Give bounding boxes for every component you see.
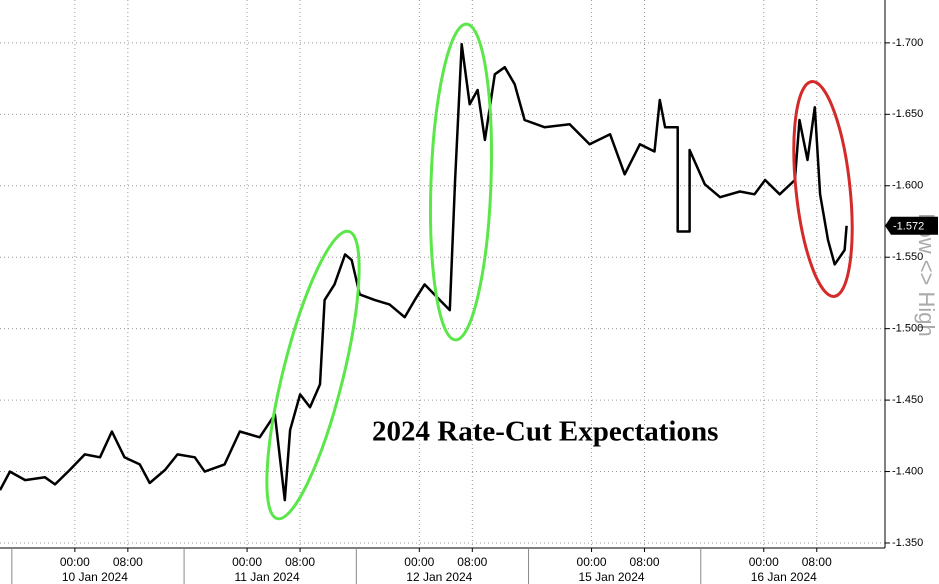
highlight-ellipse [429,22,493,342]
y-tick-label: -1.550 [892,251,923,263]
x-tick-label: 00:00 [749,555,779,569]
x-tick-label: 08:00 [802,555,832,569]
x-tick-label: 08:00 [457,555,487,569]
date-label: 12 Jan 2024 [406,570,472,584]
y-tick-label: -1.650 [892,108,923,120]
x-tick-label: 00:00 [60,555,90,569]
y-tick-label: -1.450 [892,394,923,406]
x-tick-label: 08:00 [630,555,660,569]
date-label: 15 Jan 2024 [579,570,645,584]
annotation: 2024 Rate-Cut Expectations [372,416,718,448]
highlight-ellipse [265,229,361,521]
date-label: 16 Jan 2024 [751,570,817,584]
y-tick-label: -1.400 [892,465,923,477]
y-tick-label: -1.350 [892,537,923,549]
data-line [0,43,848,502]
last-value-box [885,216,938,235]
last-value-label: -1.572 [893,221,924,233]
x-tick-label: 00:00 [577,555,607,569]
date-label: 11 Jan 2024 [234,570,299,584]
x-tick-label: 00:00 [404,555,434,569]
x-tick-label: 08:00 [285,555,315,569]
y-tick-label: -1.600 [892,180,923,192]
highlight-ellipse [792,80,854,298]
date-label: 10 Jan 2024 [62,570,128,584]
y-tick-label: -1.700 [892,37,923,49]
x-tick-label: 08:00 [113,555,143,569]
y-tick-label: -1.500 [892,323,923,335]
x-tick-label: 00:00 [232,555,262,569]
